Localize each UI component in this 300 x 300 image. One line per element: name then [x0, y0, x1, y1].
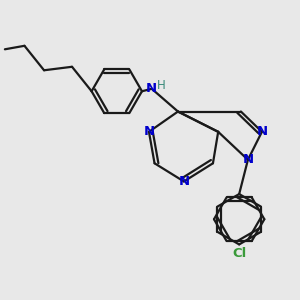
- Text: H: H: [157, 79, 166, 92]
- Text: N: N: [143, 125, 155, 138]
- Text: N: N: [146, 82, 157, 95]
- Text: Cl: Cl: [232, 247, 246, 260]
- Text: N: N: [242, 153, 253, 166]
- Text: N: N: [256, 125, 268, 138]
- Text: N: N: [178, 175, 190, 188]
